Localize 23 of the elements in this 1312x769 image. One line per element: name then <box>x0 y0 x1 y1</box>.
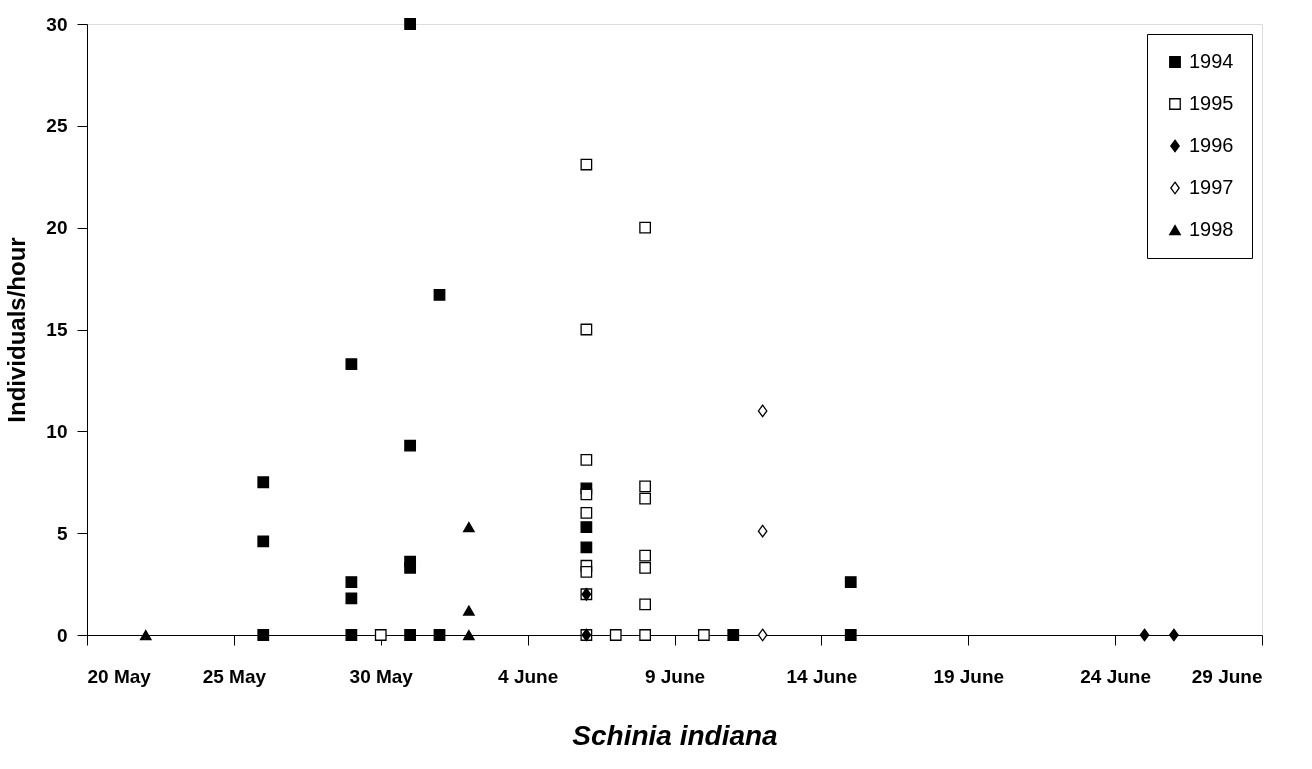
x-tick-label: 30 May <box>349 665 414 687</box>
x-tick-label: 4 June <box>498 665 559 687</box>
y-axis-title: Individuals/hour <box>3 237 31 423</box>
y-tick-label: 25 <box>46 115 68 137</box>
x-tick-label: 19 June <box>933 665 1005 687</box>
x-tick-label: 24 June <box>1080 665 1152 687</box>
legend-label: 1998 <box>1189 218 1234 240</box>
x-axis-title: Schinia indiana <box>572 719 778 751</box>
y-tick-label: 10 <box>46 420 68 442</box>
x-tick-label: 29 June <box>1191 665 1263 687</box>
y-tick-label: 5 <box>56 522 68 544</box>
y-tick-label: 30 <box>46 13 68 35</box>
x-tick-label: 25 May <box>202 665 267 687</box>
y-tick-label: 0 <box>56 624 68 646</box>
legend-label: 1996 <box>1189 134 1234 156</box>
legend-label: 1995 <box>1189 92 1234 114</box>
legend-label: 1997 <box>1189 176 1234 198</box>
x-tick-label: 14 June <box>786 665 858 687</box>
legend-label: 1994 <box>1189 50 1234 72</box>
y-tick-label: 20 <box>46 217 68 239</box>
x-tick-label: 9 June <box>644 665 706 687</box>
x-tick-label: 20 May <box>87 665 152 687</box>
y-tick-label: 15 <box>46 319 68 340</box>
